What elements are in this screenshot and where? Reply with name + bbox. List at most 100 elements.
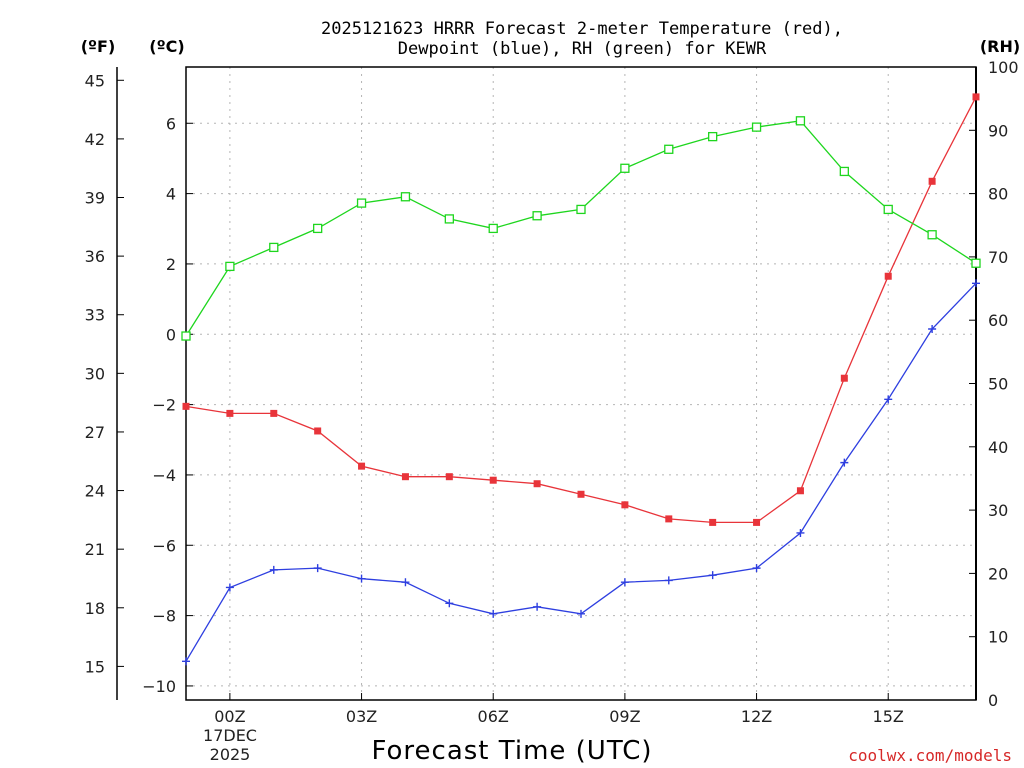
celsius-tick-label: −4 (152, 466, 176, 485)
dewpoint-point (489, 609, 498, 618)
dewpoint-point (225, 583, 234, 592)
rh-point (839, 166, 849, 177)
temperature-point (753, 518, 761, 526)
dewpoint-point (445, 599, 454, 608)
dewpoint-point (313, 564, 322, 573)
temperature-point (621, 501, 629, 509)
temperature-point (401, 473, 409, 481)
temperature-point (577, 490, 585, 498)
rh-point (708, 131, 718, 142)
rh-tick-label: 10 (988, 628, 1008, 647)
series-layer (181, 93, 981, 666)
date-label-line2: 2025 (210, 745, 251, 764)
temperature-point (533, 480, 541, 488)
date-label-line1: 17DEC (203, 726, 257, 745)
rh-tick-label: 90 (988, 121, 1008, 140)
fahrenheit-tick-label: 15 (85, 657, 105, 676)
rh-point (927, 230, 937, 240)
fahrenheit-tick-label: 21 (85, 540, 105, 559)
temperature-point (840, 374, 848, 382)
x-tick-label: 12Z (741, 707, 772, 726)
celsius-tick-label: −8 (152, 607, 176, 626)
rh-tick-label: 20 (988, 564, 1008, 583)
celsius-tick-label: 4 (166, 185, 176, 204)
rh-point (400, 192, 411, 202)
rh-tick-label: 30 (988, 501, 1008, 520)
celsius-tick-label: −2 (152, 396, 176, 415)
fahrenheit-tick-label: 33 (85, 306, 105, 325)
fahrenheit-tick-label: 18 (85, 599, 105, 618)
temperature-point (665, 515, 673, 523)
rh-unit-label: (RH) (980, 37, 1020, 56)
fahrenheit-tick-label: 30 (85, 364, 105, 383)
rh-point (444, 214, 454, 224)
axes-layer: 1518212427303336394245−10−8−6−4−20246010… (85, 58, 1019, 726)
fahrenheit-unit-label: (ºF) (81, 37, 116, 56)
dewpoint-point (840, 458, 849, 467)
temperature-point (358, 462, 366, 470)
rh-point (620, 163, 630, 173)
temperature-point (796, 487, 804, 495)
temperature-point (489, 476, 497, 484)
rh-point (356, 198, 367, 208)
celsius-tick-label: −10 (142, 677, 176, 696)
rh-point (795, 116, 806, 126)
chart-title-line1: 2025121623 HRRR Forecast 2-meter Tempera… (321, 19, 843, 39)
temperature-point (270, 409, 278, 417)
rh-point (181, 331, 191, 341)
x-tick-label: 06Z (478, 707, 509, 726)
temperature-point (445, 473, 453, 481)
dewpoint-point (972, 279, 980, 288)
temperature-point (884, 272, 892, 280)
x-axis-title: Forecast Time (UTC) (371, 736, 652, 766)
rh-tick-label: 60 (988, 311, 1008, 330)
temperature-point (182, 402, 190, 410)
celsius-tick-label: −6 (152, 536, 176, 555)
fahrenheit-tick-label: 24 (85, 482, 105, 501)
dewpoint-point (182, 657, 190, 666)
fahrenheit-tick-label: 27 (85, 423, 105, 442)
series-group (181, 93, 981, 666)
rh-tick-label: 100 (988, 58, 1019, 77)
chart-title-line2: Dewpoint (blue), RH (green) for KEWR (398, 39, 767, 59)
dewpoint-point (401, 578, 410, 587)
x-tick-label: 15Z (873, 707, 904, 726)
dewpoint-point (533, 602, 542, 611)
dewpoint-point (928, 324, 937, 333)
x-tick-label: 09Z (609, 707, 640, 726)
x-tick-label: 03Z (346, 707, 377, 726)
credit-label: coolwx.com/models (848, 746, 1012, 765)
dewpoint-point (708, 571, 717, 580)
dewpoint-point (884, 395, 893, 404)
rh-tick-label: 0 (988, 691, 998, 710)
dewpoint-point (664, 576, 673, 585)
rh-tick-label: 70 (988, 248, 1008, 267)
rh-point (664, 144, 674, 154)
celsius-tick-label: 6 (166, 114, 176, 133)
x-tick-label: 00Z (214, 707, 245, 726)
rh-point (971, 258, 981, 268)
dewpoint-point (620, 578, 629, 587)
rh-point (576, 204, 586, 215)
rh-tick-label: 40 (988, 438, 1008, 457)
fahrenheit-tick-label: 39 (85, 189, 105, 208)
dewpoint-point (796, 528, 805, 537)
fahrenheit-tick-label: 42 (85, 130, 105, 149)
rh-point (883, 204, 893, 215)
dewpoint-point (752, 564, 761, 573)
rh-point (269, 242, 279, 253)
temperature-point (226, 409, 234, 417)
temperature-point (928, 177, 936, 185)
celsius-tick-label: 0 (166, 325, 176, 344)
rh-point (225, 261, 235, 272)
temperature-point (972, 93, 980, 101)
celsius-tick-label: 2 (166, 255, 176, 274)
rh-point (751, 122, 762, 132)
rh-point (532, 211, 542, 221)
fahrenheit-tick-label: 36 (85, 247, 105, 266)
dewpoint-point (577, 609, 585, 618)
dewpoint-point (269, 565, 278, 574)
temperature-point (314, 427, 322, 435)
